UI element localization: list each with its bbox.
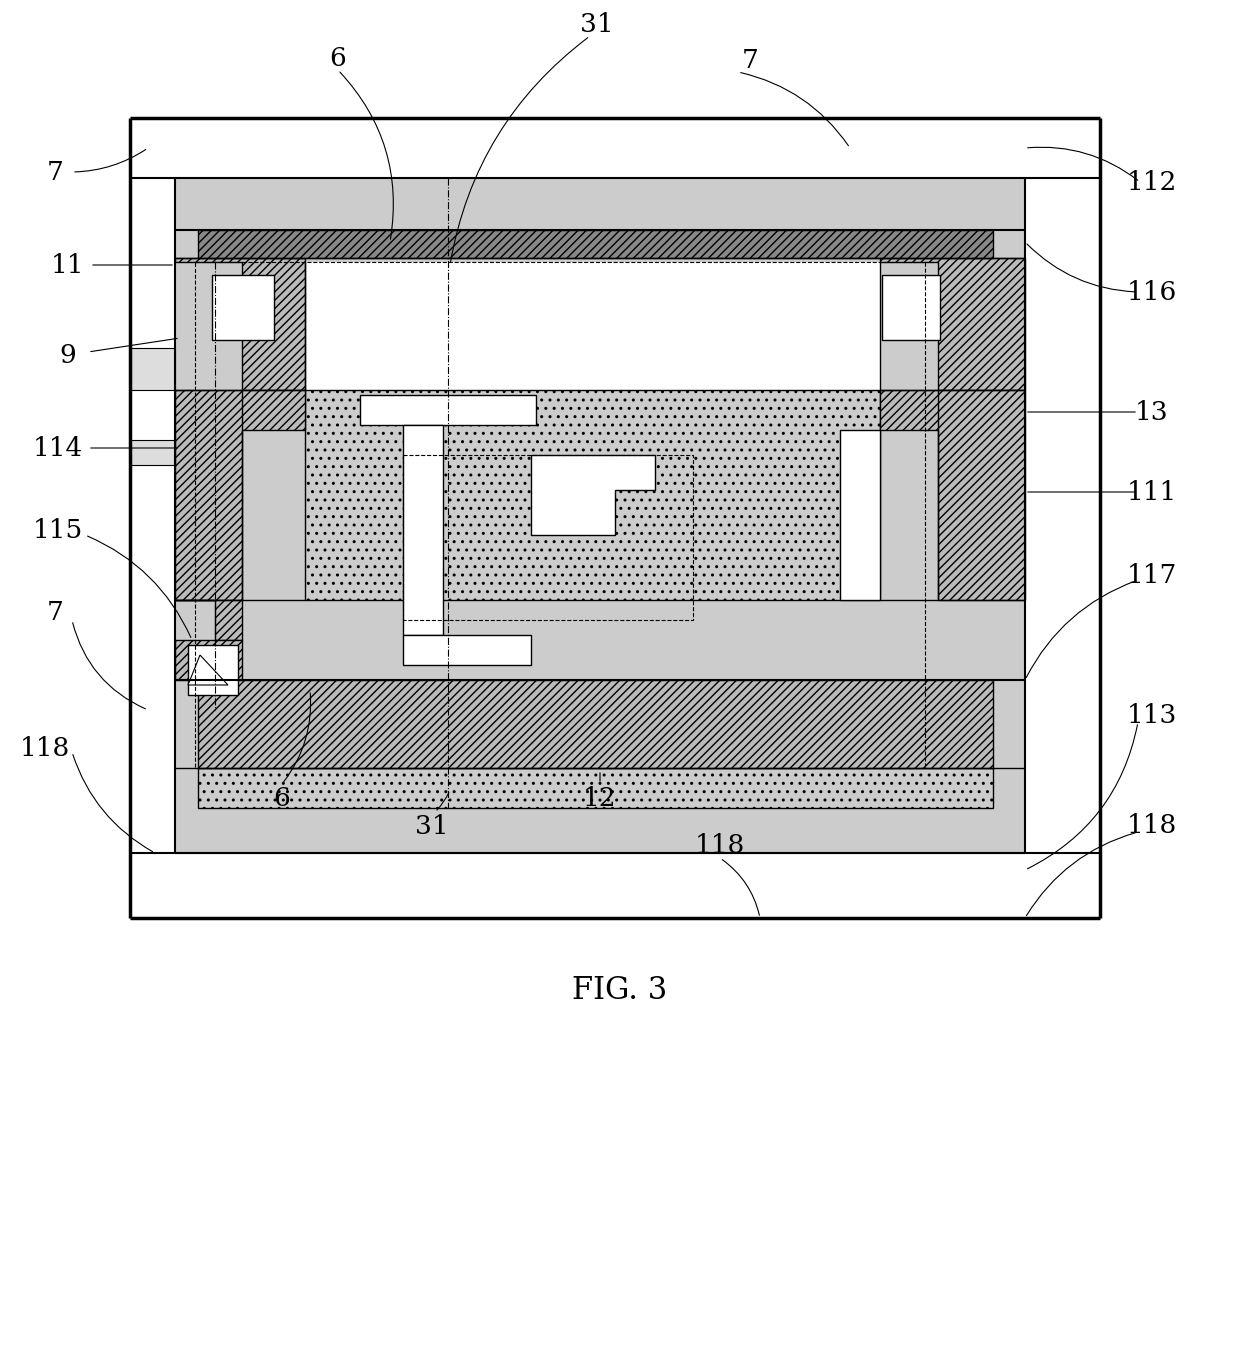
Bar: [405, 427, 441, 633]
Bar: [403, 455, 693, 621]
Bar: [175, 600, 305, 680]
Polygon shape: [175, 258, 305, 390]
Bar: [130, 854, 1100, 918]
Bar: [175, 258, 305, 390]
Bar: [188, 645, 238, 695]
Polygon shape: [880, 258, 1025, 390]
Text: 11: 11: [51, 252, 84, 278]
Bar: [198, 230, 993, 258]
Text: 7: 7: [742, 48, 759, 73]
Bar: [130, 348, 175, 390]
Bar: [839, 430, 880, 600]
Bar: [175, 390, 305, 600]
Polygon shape: [175, 390, 305, 600]
Text: 12: 12: [583, 785, 616, 811]
Bar: [198, 769, 993, 808]
Text: 114: 114: [33, 436, 83, 460]
Text: 117: 117: [1127, 563, 1177, 588]
Bar: [130, 118, 1100, 178]
Text: 7: 7: [47, 159, 63, 185]
Bar: [403, 636, 531, 664]
Text: 112: 112: [1127, 170, 1177, 195]
Bar: [305, 390, 880, 600]
Text: 118: 118: [20, 736, 71, 760]
Text: 113: 113: [1127, 703, 1177, 727]
Bar: [880, 600, 1025, 680]
Polygon shape: [531, 455, 655, 536]
Bar: [882, 275, 940, 340]
Bar: [195, 262, 925, 769]
Text: 7: 7: [47, 600, 63, 625]
Text: 13: 13: [1135, 400, 1169, 425]
Bar: [403, 425, 443, 636]
Polygon shape: [175, 600, 242, 640]
Bar: [360, 395, 536, 425]
Text: 6: 6: [330, 45, 346, 70]
Bar: [838, 600, 1025, 680]
Text: 118: 118: [1127, 812, 1177, 837]
Bar: [175, 178, 1025, 230]
Bar: [130, 440, 175, 464]
Polygon shape: [188, 655, 228, 685]
Text: 116: 116: [1127, 279, 1177, 304]
Text: 6: 6: [274, 785, 290, 811]
Text: 111: 111: [1127, 479, 1177, 504]
Bar: [880, 258, 1025, 390]
Bar: [175, 178, 1025, 854]
Bar: [880, 390, 1025, 600]
Text: 9: 9: [60, 342, 77, 367]
Bar: [305, 262, 880, 390]
Text: 31: 31: [415, 814, 449, 838]
Bar: [198, 680, 993, 769]
Polygon shape: [175, 640, 242, 680]
Polygon shape: [880, 390, 1025, 600]
Text: 118: 118: [694, 833, 745, 858]
Bar: [212, 275, 274, 340]
Text: 115: 115: [33, 518, 83, 543]
Text: 31: 31: [580, 11, 614, 37]
Text: FIG. 3: FIG. 3: [573, 974, 667, 1006]
